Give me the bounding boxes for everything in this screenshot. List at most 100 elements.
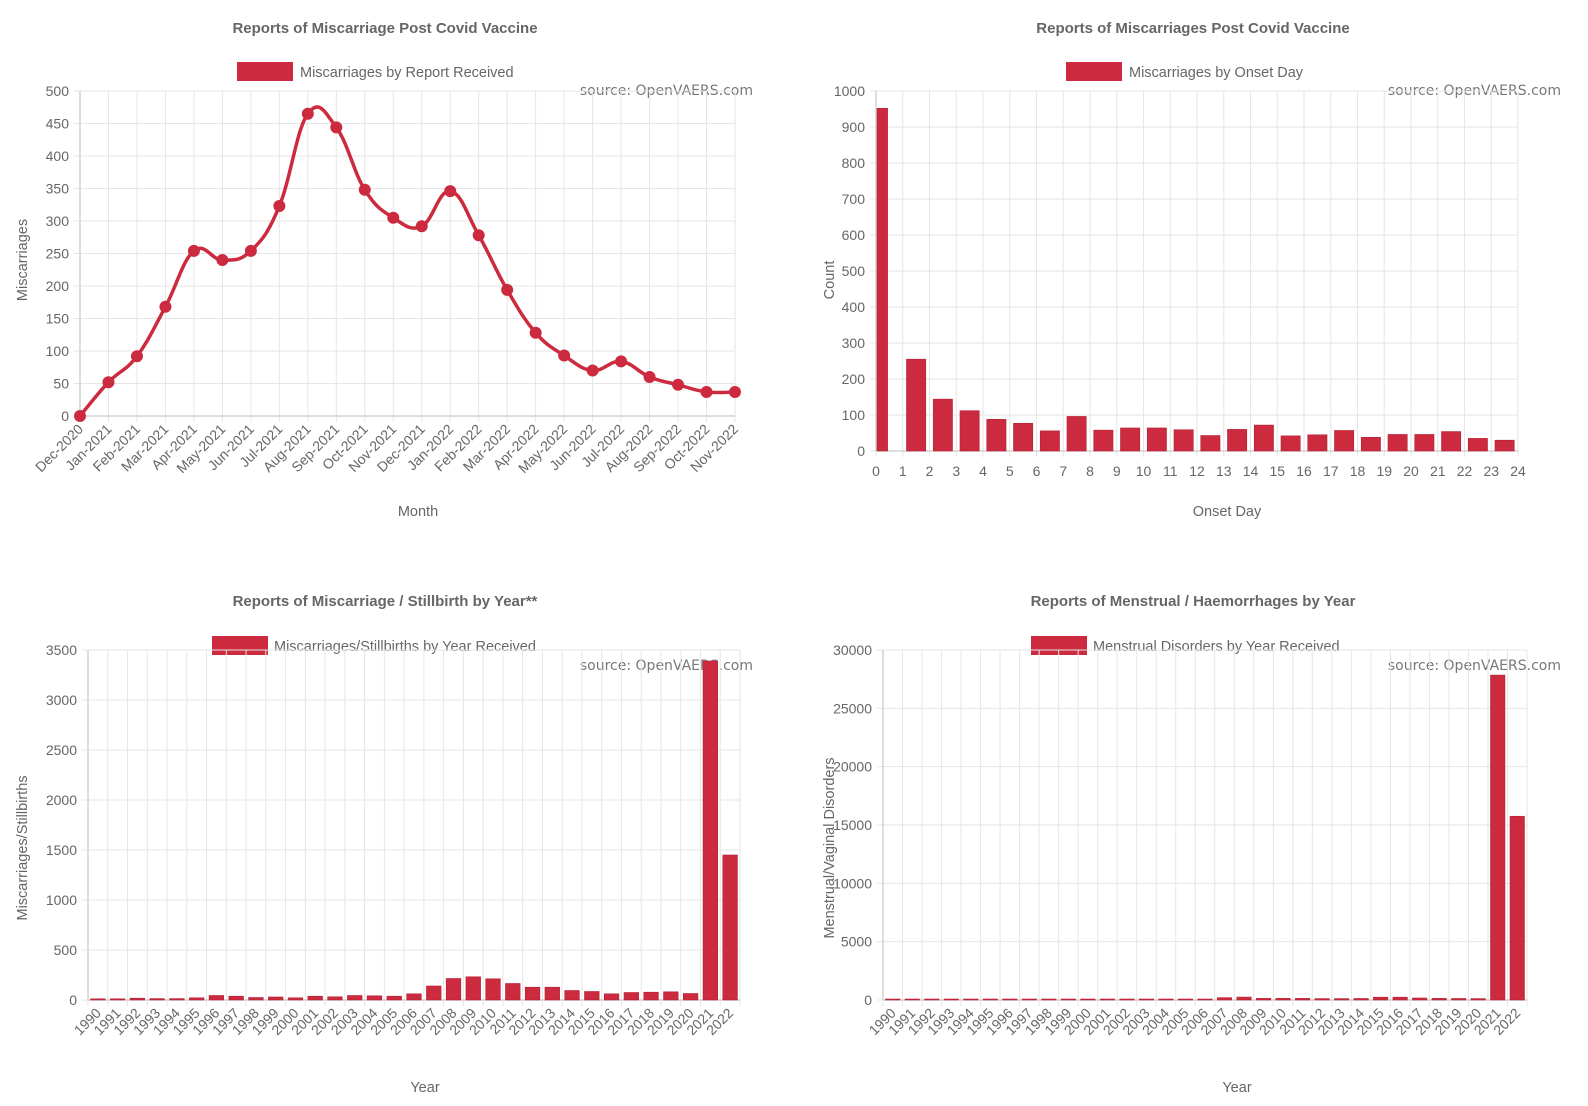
bar-2010[interactable]: 2010: 140 [1275,998,1291,1001]
legend-label[interactable]: Menstrual Disorders by Year Received [1093,639,1340,655]
bar-23[interactable]: 23: 30 [1494,439,1515,452]
data-point-Jul-2021[interactable]: Jul-2021: 323 [273,200,286,213]
bar-1997[interactable]: 1997: 38 [228,995,244,1001]
bar-6[interactable]: 6: 56 [1039,430,1060,452]
data-point-Mar-2022[interactable]: Mar-2022: 194 [501,283,514,296]
bar-2016[interactable]: 2016: 62 [603,993,620,1001]
bar-2011[interactable]: 2011: 165 [505,983,521,1001]
bar-1996[interactable]: 1996: 45 [208,995,225,1001]
data-point-Apr-2022[interactable]: Apr-2022: 128 [529,326,542,339]
bar-12[interactable]: 12: 43 [1200,435,1221,452]
bar-2007[interactable]: 2007: 200 [1216,997,1233,1001]
data-point-Nov-2021[interactable]: Nov-2021: 305 [387,211,400,224]
legend-swatch[interactable] [237,62,293,81]
bar-1994[interactable]: 1994: 14 [169,998,185,1001]
bar-1990[interactable]: 1990: 20 [885,998,901,1001]
bar-15[interactable]: 15: 42 [1280,435,1301,452]
bar-1[interactable]: 1: 255 [906,358,927,452]
bar-2004[interactable]: 2004: 30 [1158,998,1174,1001]
data-point-Jan-2021[interactable]: Jan-2021: 52 [102,376,115,389]
bar-1998[interactable]: 1998: 25 [248,997,264,1001]
legend-label[interactable]: Miscarriages/Stillbirths by Year Receive… [274,639,536,655]
bar-2013[interactable]: 2013: 128 [544,986,560,1001]
bar-2008[interactable]: 2008: 215 [445,978,462,1001]
bar-17[interactable]: 17: 57 [1334,430,1355,452]
bar-8[interactable]: 8: 58 [1093,429,1114,452]
bar-7[interactable]: 7: 96 [1066,416,1087,452]
bar-22[interactable]: 22: 35 [1467,438,1488,452]
bar-2000[interactable]: 2000: 22 [287,997,304,1001]
bar-0[interactable]: 0: 952 [876,107,888,452]
bar-2003[interactable]: 2003: 30 [1138,998,1154,1001]
legend-swatch[interactable] [212,636,268,655]
bar-4[interactable]: 4: 88 [986,419,1007,452]
bar-19[interactable]: 19: 46 [1387,434,1408,452]
bar-1994[interactable]: 1994: 25 [963,998,979,1001]
data-point-Dec-2021[interactable]: Dec-2021: 292 [415,220,428,233]
data-point-Jul-2022[interactable]: Jul-2022: 84 [615,355,628,368]
bar-2004[interactable]: 2004: 42 [366,995,383,1001]
legend-swatch[interactable] [1066,62,1122,81]
bar-2014[interactable]: 2014: 130 [1353,998,1369,1001]
bar-2012[interactable]: 2012: 120 [1314,998,1330,1001]
legend-label[interactable]: Miscarriages by Onset Day [1129,65,1304,81]
bar-2020[interactable]: 2020: 120 [1470,998,1486,1001]
bar-1993[interactable]: 1993: 30 [943,998,959,1001]
data-point-Nov-2022[interactable]: Nov-2022: 37 [729,385,741,398]
data-point-Oct-2021[interactable]: Oct-2021: 348 [358,183,371,196]
bar-2010[interactable]: 2010: 212 [485,978,501,1001]
data-point-Sep-2022[interactable]: Sep-2022: 48 [672,378,685,391]
bar-1990[interactable]: 1990: 12 [90,998,106,1001]
bar-2013[interactable]: 2013: 120 [1334,998,1350,1001]
bar-16[interactable]: 16: 45 [1307,434,1328,452]
bar-2001[interactable]: 2001: 38 [307,995,323,1001]
bar-13[interactable]: 13: 60 [1227,429,1248,452]
bar-20[interactable]: 20: 46 [1414,434,1435,452]
bar-1992[interactable]: 1992: 18 [129,997,146,1001]
bar-2017[interactable]: 2017: 75 [623,992,639,1001]
data-point-Jan-2022[interactable]: Jan-2022: 346 [444,185,457,198]
bar-2018[interactable]: 2018: 78 [643,991,659,1001]
bar-21[interactable]: 21: 54 [1441,431,1462,452]
bar-11[interactable]: 11: 59 [1173,429,1194,452]
bar-10[interactable]: 10: 64 [1146,427,1167,452]
data-point-Jun-2022[interactable]: Jun-2022: 70 [586,364,599,377]
data-point-Mar-2021[interactable]: Mar-2021: 168 [159,300,172,313]
bar-1997[interactable]: 1997: 25 [1021,998,1037,1001]
data-point-Dec-2020[interactable]: Dec-2020: 0 [74,410,86,422]
bar-2003[interactable]: 2003: 45 [347,995,363,1001]
bar-3[interactable]: 3: 112 [959,410,980,452]
bar-2006[interactable]: 2006: 62 [406,993,422,1001]
legend-label[interactable]: Miscarriages by Report Received [300,65,514,81]
bar-1991[interactable]: 1991: 20 [904,998,920,1001]
bar-2008[interactable]: 2008: 250 [1236,996,1252,1001]
bar-1995[interactable]: 1995: 25 [982,998,998,1001]
bar-1999[interactable]: 1999: 30 [1060,998,1076,1001]
bar-2009[interactable]: 2009: 140 [1256,998,1272,1001]
bar-2000[interactable]: 2000: 40 [1080,998,1096,1001]
bar-2015[interactable]: 2015: 240 [1373,996,1389,1001]
bar-2006[interactable]: 2006: 50 [1197,998,1213,1001]
bar-2022[interactable]: 2022: 15750 [1509,815,1525,1001]
bar-2017[interactable]: 2017: 170 [1412,997,1428,1001]
bar-2011[interactable]: 2011: 140 [1295,998,1311,1001]
bar-2021[interactable]: 2021: 27850 [1490,674,1506,1001]
bar-2018[interactable]: 2018: 140 [1431,998,1447,1001]
bar-1998[interactable]: 1998: 30 [1041,998,1057,1001]
bar-2[interactable]: 2: 144 [932,398,953,452]
data-point-Feb-2021[interactable]: Feb-2021: 92 [130,350,143,363]
bar-5[interactable]: 5: 77 [1013,422,1034,452]
data-point-Sep-2021[interactable]: Sep-2021: 444 [330,121,343,134]
bar-14[interactable]: 14: 72 [1253,424,1274,452]
data-point-Jun-2021[interactable]: Jun-2021: 254 [244,244,257,257]
bar-2009[interactable]: 2009: 232 [465,976,481,1001]
bar-2016[interactable]: 2016: 240 [1392,996,1408,1001]
data-point-Oct-2022[interactable]: Oct-2022: 37 [700,385,713,398]
data-point-Apr-2021[interactable]: Apr-2021: 254 [187,244,200,257]
bar-2012[interactable]: 2012: 128 [524,986,541,1001]
data-point-May-2022[interactable]: May-2022: 93 [558,349,571,362]
bar-2019[interactable]: 2019: 130 [1451,998,1467,1001]
bar-1991[interactable]: 1991: 12 [110,998,126,1001]
bar-2014[interactable]: 2014: 95 [564,990,580,1001]
bar-1992[interactable]: 1992: 25 [924,998,940,1001]
